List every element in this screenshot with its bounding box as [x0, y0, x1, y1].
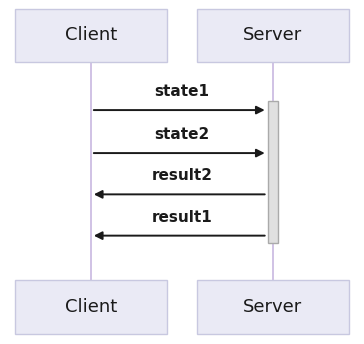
- Text: Client: Client: [65, 26, 117, 44]
- Bar: [15, 9, 167, 62]
- Text: result2: result2: [151, 168, 213, 183]
- Text: Client: Client: [65, 298, 117, 316]
- Text: state1: state1: [154, 84, 210, 99]
- Text: Server: Server: [244, 26, 302, 44]
- Text: state2: state2: [154, 127, 210, 142]
- Text: Server: Server: [244, 298, 302, 316]
- Bar: [268, 101, 278, 243]
- Bar: [197, 9, 349, 62]
- Bar: [15, 280, 167, 334]
- Bar: [197, 280, 349, 334]
- Text: result1: result1: [152, 209, 212, 225]
